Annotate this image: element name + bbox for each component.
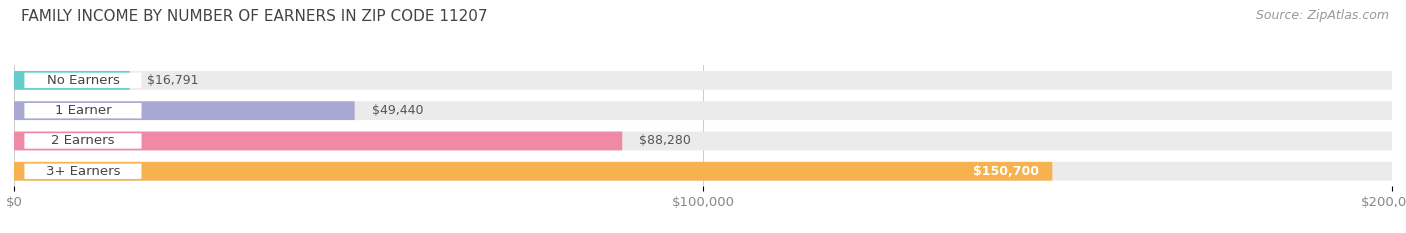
FancyBboxPatch shape	[14, 101, 1392, 120]
Text: 1 Earner: 1 Earner	[55, 104, 111, 117]
Text: 3+ Earners: 3+ Earners	[46, 165, 120, 178]
Text: FAMILY INCOME BY NUMBER OF EARNERS IN ZIP CODE 11207: FAMILY INCOME BY NUMBER OF EARNERS IN ZI…	[21, 9, 488, 24]
FancyBboxPatch shape	[14, 162, 1392, 181]
FancyBboxPatch shape	[24, 73, 142, 88]
Text: $88,280: $88,280	[640, 134, 692, 147]
Text: $49,440: $49,440	[373, 104, 423, 117]
FancyBboxPatch shape	[14, 101, 354, 120]
Text: No Earners: No Earners	[46, 74, 120, 87]
Text: $16,791: $16,791	[148, 74, 198, 87]
FancyBboxPatch shape	[24, 164, 142, 179]
Text: $150,700: $150,700	[973, 165, 1039, 178]
FancyBboxPatch shape	[14, 132, 623, 150]
Text: Source: ZipAtlas.com: Source: ZipAtlas.com	[1256, 9, 1389, 22]
FancyBboxPatch shape	[14, 162, 1052, 181]
FancyBboxPatch shape	[14, 132, 1392, 150]
FancyBboxPatch shape	[24, 133, 142, 149]
FancyBboxPatch shape	[14, 71, 129, 90]
FancyBboxPatch shape	[14, 71, 1392, 90]
Text: 2 Earners: 2 Earners	[51, 134, 115, 147]
FancyBboxPatch shape	[24, 103, 142, 118]
